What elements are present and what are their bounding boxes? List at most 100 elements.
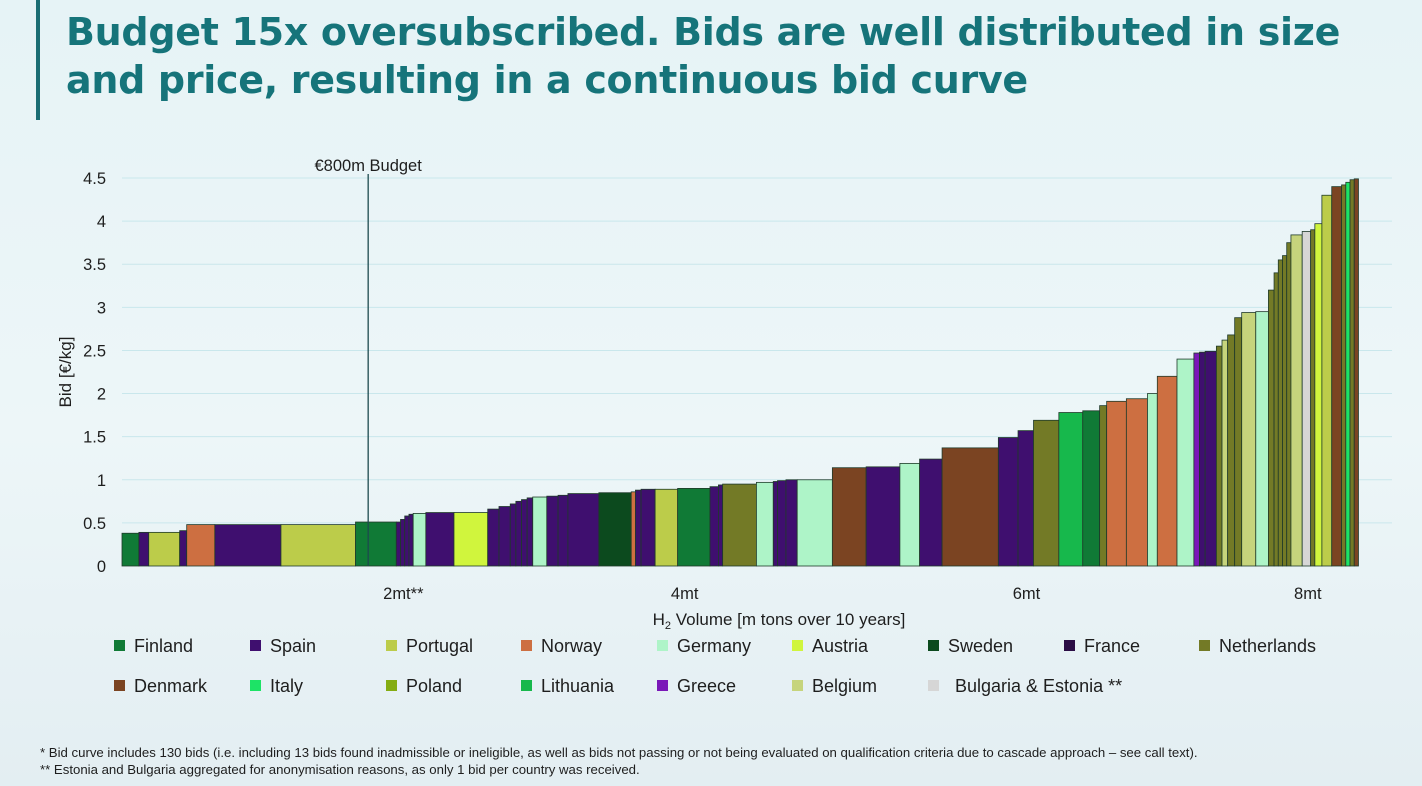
budget-label: €800m Budget <box>314 157 422 175</box>
page-title: Budget 15x oversubscribed. Bids are well… <box>66 10 1341 102</box>
bar-belgium <box>1221 339 1229 567</box>
bar-spain <box>400 519 406 567</box>
bar-denmark <box>831 467 867 567</box>
x-axis-label: H2 Volume [m tons over 10 years] <box>653 610 906 632</box>
legend-swatch <box>114 680 125 691</box>
bar-spain <box>404 515 410 567</box>
bar-germany <box>532 496 548 567</box>
bar-spain <box>777 480 787 567</box>
x-tick-label: 6mt <box>1013 585 1041 603</box>
bar-portugal <box>280 524 356 567</box>
bar-spain <box>1017 430 1034 567</box>
bar-finland <box>355 521 397 567</box>
legend-item: Poland <box>386 676 462 697</box>
footnote-1: * Bid curve includes 130 bids (i.e. incl… <box>40 745 1198 760</box>
legend-label: Netherlands <box>1219 636 1317 656</box>
legend-label: Sweden <box>948 636 1014 656</box>
y-axis-ticks: 0 0.5 1 1.5 2 2.5 3 3.5 4 4.5 <box>83 170 106 576</box>
legend-label: Poland <box>406 676 463 696</box>
bar-portugal <box>654 488 679 567</box>
bar-spain <box>1204 350 1217 567</box>
legend-item: Lithuania <box>521 676 614 697</box>
legend-item: Belgium <box>792 676 877 697</box>
legend-item: Sweden <box>928 636 1013 657</box>
bar-germany <box>756 481 774 567</box>
legend-swatch <box>928 680 939 691</box>
y-tick-label: 2 <box>97 386 106 404</box>
y-tick-label: 2.5 <box>83 342 106 360</box>
bar-bulgaria-estonia <box>1301 231 1312 567</box>
bar-netherlands <box>1268 289 1275 567</box>
bar-germany <box>1147 393 1158 567</box>
bar-austria <box>453 512 489 567</box>
bar-netherlands <box>1349 179 1355 567</box>
legend-item: Italy <box>250 676 303 697</box>
bar-spain <box>509 503 517 567</box>
bar-spain <box>557 494 569 567</box>
bar-spain <box>1199 351 1206 567</box>
footnote-2: ** Estonia and Bulgaria aggregated for a… <box>40 762 640 777</box>
bar-netherlands <box>1099 405 1108 567</box>
legend-swatch <box>250 640 261 651</box>
bar-lithuania <box>1058 412 1084 567</box>
bar-spain <box>865 466 901 567</box>
bar-netherlands <box>722 483 757 567</box>
legend-item: Portugal <box>386 636 473 657</box>
legend-label: Austria <box>812 636 869 656</box>
legend-swatch <box>1064 640 1075 651</box>
bar-spain <box>635 489 642 567</box>
bar-spain <box>526 497 534 567</box>
legend-label: Bulgaria & Estonia ** <box>955 676 1123 696</box>
bar-netherlands <box>1227 334 1236 567</box>
legend-item: Austria <box>792 636 868 657</box>
bar-norway <box>1156 375 1178 567</box>
legend-label: Lithuania <box>541 676 615 696</box>
bar-netherlands <box>1341 184 1347 567</box>
bar-denmark <box>941 447 999 567</box>
y-tick-label: 3 <box>97 299 106 317</box>
bar-germany <box>796 479 833 567</box>
bar-spain <box>521 499 528 567</box>
legend-label: France <box>1084 636 1141 656</box>
bar-spain <box>515 500 522 567</box>
legend-swatch <box>386 680 397 691</box>
bar-spain <box>546 495 559 567</box>
bar-netherlands <box>1215 345 1223 567</box>
y-tick-label: 0 <box>97 558 106 576</box>
bar-finland <box>121 532 140 567</box>
legend-item: Norway <box>521 636 602 657</box>
legend-swatch <box>250 680 261 691</box>
y-tick-label: 1.5 <box>83 429 106 447</box>
x-tick-label: 8mt <box>1294 585 1322 603</box>
legend-item: Greece <box>657 676 736 697</box>
legend-item: Bulgaria & Estonia ** <box>928 676 1122 697</box>
bar-spain <box>772 481 778 567</box>
bar-spain <box>395 521 401 567</box>
legend-swatch <box>657 640 668 651</box>
legend-item: Netherlands <box>1199 636 1316 657</box>
legend-label: Norway <box>541 636 603 656</box>
legend-label: Spain <box>270 636 317 656</box>
y-tick-label: 3.5 <box>83 256 106 274</box>
bar-spain <box>487 508 500 567</box>
bar-spain <box>179 530 188 567</box>
legend-swatch <box>792 640 803 651</box>
bid-bars <box>121 178 1359 567</box>
legend-swatch <box>657 680 668 691</box>
bar-germany <box>1176 358 1195 567</box>
x-tick-label: 4mt <box>671 585 699 603</box>
bar-germany <box>412 513 427 567</box>
bar-spain <box>785 479 798 567</box>
bar-netherlands <box>1310 229 1316 567</box>
y-tick-label: 4.5 <box>83 170 106 188</box>
bar-austria <box>1314 223 1323 567</box>
y-tick-label: 0.5 <box>83 515 106 533</box>
bar-italy <box>1345 181 1351 567</box>
bar-spain <box>997 437 1019 567</box>
legend-label: Greece <box>677 676 737 696</box>
title-accent-bar <box>36 0 40 120</box>
bar-spain <box>718 484 724 567</box>
y-tick-label: 1 <box>97 472 106 490</box>
x-tick-label: 2mt** <box>383 585 424 603</box>
legend-swatch <box>386 640 397 651</box>
